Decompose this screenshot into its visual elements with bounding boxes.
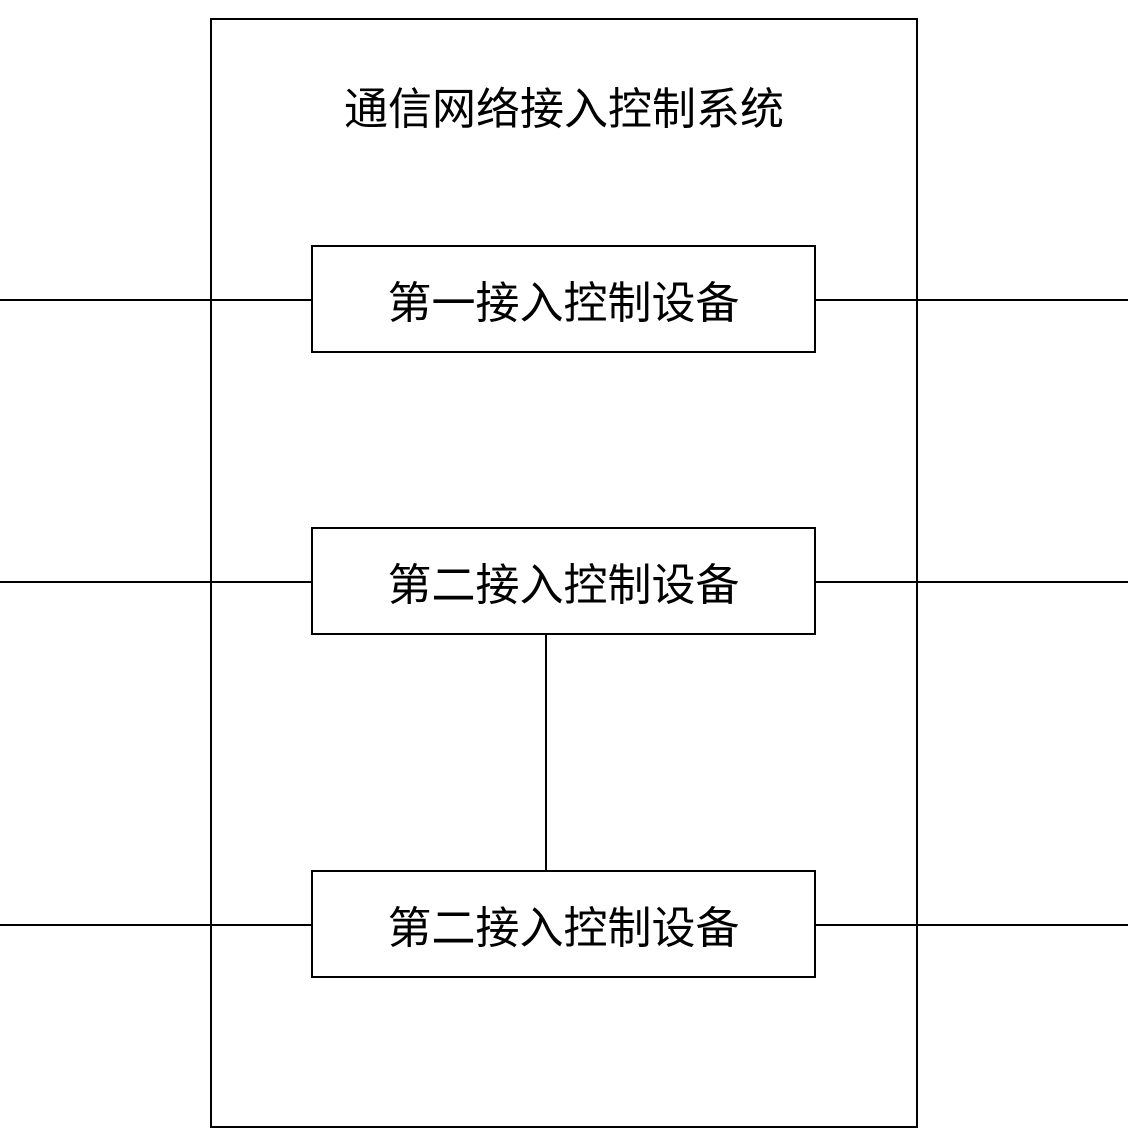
diagram-container: 通信网络接入控制系统 第一接入控制设备 第二接入控制设备 第二接入控制设备 (0, 0, 1128, 1135)
node-box-2: 第二接入控制设备 (311, 527, 816, 635)
system-title: 通信网络接入控制系统 (264, 73, 864, 137)
node-label-3: 第二接入控制设备 (388, 892, 740, 956)
node-box-3: 第二接入控制设备 (311, 870, 816, 978)
node-label-1: 第一接入控制设备 (388, 267, 740, 331)
node-label-2: 第二接入控制设备 (388, 549, 740, 613)
node-box-1: 第一接入控制设备 (311, 245, 816, 353)
